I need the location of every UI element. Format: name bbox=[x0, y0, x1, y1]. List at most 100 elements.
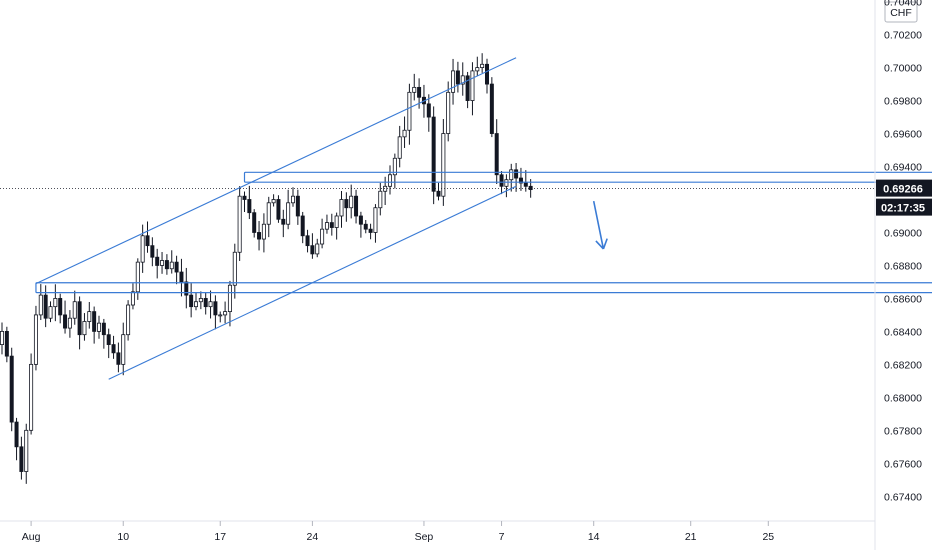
candle-body bbox=[9, 355, 14, 423]
price-tick-label: 0.70200 bbox=[884, 30, 922, 42]
candle-body bbox=[140, 235, 145, 263]
drawing-overlays bbox=[0, 57, 932, 380]
candle-body bbox=[300, 215, 305, 237]
candle-body bbox=[0, 330, 4, 345]
time-axis[interactable]: Aug 10 17 24 Sep 7 14 21 25 bbox=[22, 521, 775, 543]
candle-body bbox=[518, 177, 523, 184]
candle-body bbox=[101, 322, 106, 336]
channel-upper-line[interactable] bbox=[35, 57, 517, 285]
candle-body bbox=[67, 317, 72, 329]
candle-body bbox=[358, 215, 363, 225]
candle-body bbox=[242, 195, 247, 200]
down-arrow-icon[interactable] bbox=[592, 200, 605, 250]
candle-body bbox=[412, 86, 417, 93]
price-tick-label: 0.69400 bbox=[884, 162, 922, 174]
candle-body bbox=[135, 261, 140, 293]
price-tick-label: 0.68000 bbox=[884, 392, 922, 404]
candle-body bbox=[116, 352, 121, 365]
price-tick-label: 0.70000 bbox=[884, 63, 922, 75]
candle-body bbox=[4, 330, 9, 357]
candle-body bbox=[295, 195, 300, 217]
candle-body bbox=[189, 294, 194, 308]
candle-body bbox=[43, 294, 48, 319]
price-tick-label: 0.67800 bbox=[884, 425, 922, 437]
candle-body bbox=[523, 182, 528, 187]
candle-body bbox=[223, 311, 228, 316]
candle-body bbox=[208, 301, 213, 308]
time-tick-label: 24 bbox=[307, 531, 319, 543]
candle-body bbox=[402, 129, 407, 138]
candle-body bbox=[494, 133, 499, 176]
candle-body bbox=[29, 363, 34, 431]
candle-body bbox=[174, 261, 179, 273]
price-tick-label: 0.67600 bbox=[884, 458, 922, 470]
current-price-tag: 0.69266 02:17:35 bbox=[876, 179, 932, 216]
candle-body bbox=[38, 294, 43, 316]
candle-body bbox=[329, 222, 334, 228]
candle-body bbox=[290, 195, 295, 204]
candle-body bbox=[484, 63, 489, 85]
candle-body bbox=[179, 271, 184, 283]
candle-body bbox=[203, 298, 208, 308]
candle-body bbox=[247, 199, 252, 214]
candle-body bbox=[470, 70, 475, 101]
candle-body bbox=[232, 251, 237, 286]
candle-body bbox=[111, 344, 116, 354]
price-zone[interactable] bbox=[35, 282, 932, 294]
candle-body bbox=[58, 298, 63, 316]
candle-body bbox=[451, 70, 456, 93]
price-tick-label: 0.68800 bbox=[884, 260, 922, 272]
candle-body bbox=[378, 190, 383, 209]
candle-body bbox=[97, 322, 102, 332]
candle-body bbox=[499, 174, 504, 187]
time-tick-label: 17 bbox=[214, 531, 226, 543]
candle-body bbox=[514, 169, 519, 179]
candle-body bbox=[446, 91, 451, 134]
candle-body bbox=[164, 260, 169, 270]
candle-body bbox=[106, 334, 111, 345]
price-tick-label: 0.69600 bbox=[884, 129, 922, 141]
candle-body bbox=[349, 195, 354, 209]
price-axis[interactable]: CHF 0.70400 0.70200 0.70000 0.69800 0.69600 0… bbox=[884, 0, 922, 503]
candle-body bbox=[227, 284, 232, 313]
candle-body bbox=[121, 334, 126, 365]
time-tick-label: 14 bbox=[588, 531, 600, 543]
countdown-label: 02:17:35 bbox=[881, 203, 925, 215]
currency-badge bbox=[884, 1, 918, 23]
candle-body bbox=[315, 243, 320, 255]
candle-body bbox=[160, 260, 165, 266]
candle-body bbox=[460, 75, 465, 85]
candle-body bbox=[373, 207, 378, 233]
candle-body bbox=[155, 256, 160, 266]
currency-label: CHF bbox=[890, 7, 912, 19]
candle-body bbox=[19, 446, 24, 472]
candle-body bbox=[72, 301, 77, 319]
candle-body bbox=[441, 133, 446, 197]
candle-body bbox=[368, 228, 373, 233]
candle-body bbox=[48, 306, 53, 319]
candle-body bbox=[53, 298, 58, 308]
candle-body bbox=[252, 212, 257, 233]
candle-body bbox=[237, 195, 242, 253]
price-tick-label: 0.70400 bbox=[884, 0, 922, 9]
time-tick-label: Aug bbox=[22, 531, 41, 543]
candle-body bbox=[334, 215, 339, 228]
candle-body bbox=[184, 281, 189, 296]
candle-body bbox=[145, 235, 150, 247]
candle-body bbox=[266, 202, 271, 225]
candle-body bbox=[193, 301, 198, 308]
candle-body bbox=[489, 83, 494, 134]
channel-lower-line[interactable] bbox=[108, 185, 517, 380]
price-tick-label: 0.67400 bbox=[884, 491, 922, 503]
plot-area[interactable] bbox=[0, 53, 533, 484]
time-tick-label: 10 bbox=[117, 531, 129, 543]
candle-body bbox=[426, 103, 431, 118]
candle-body bbox=[455, 70, 460, 85]
candle-body bbox=[198, 298, 203, 303]
price-tick-label: 0.69000 bbox=[884, 227, 922, 239]
candle-body bbox=[218, 314, 223, 317]
candle-body bbox=[504, 179, 509, 187]
price-zone[interactable] bbox=[243, 171, 932, 183]
candle-body bbox=[77, 301, 82, 336]
